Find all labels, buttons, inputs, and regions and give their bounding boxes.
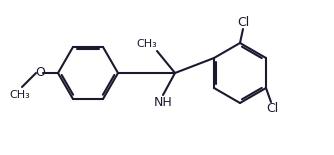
Text: Cl: Cl bbox=[266, 102, 278, 115]
Text: CH₃: CH₃ bbox=[10, 90, 30, 100]
Text: Cl: Cl bbox=[237, 16, 249, 29]
Text: NH: NH bbox=[154, 96, 172, 109]
Text: O: O bbox=[35, 66, 45, 80]
Text: CH₃: CH₃ bbox=[136, 39, 157, 49]
